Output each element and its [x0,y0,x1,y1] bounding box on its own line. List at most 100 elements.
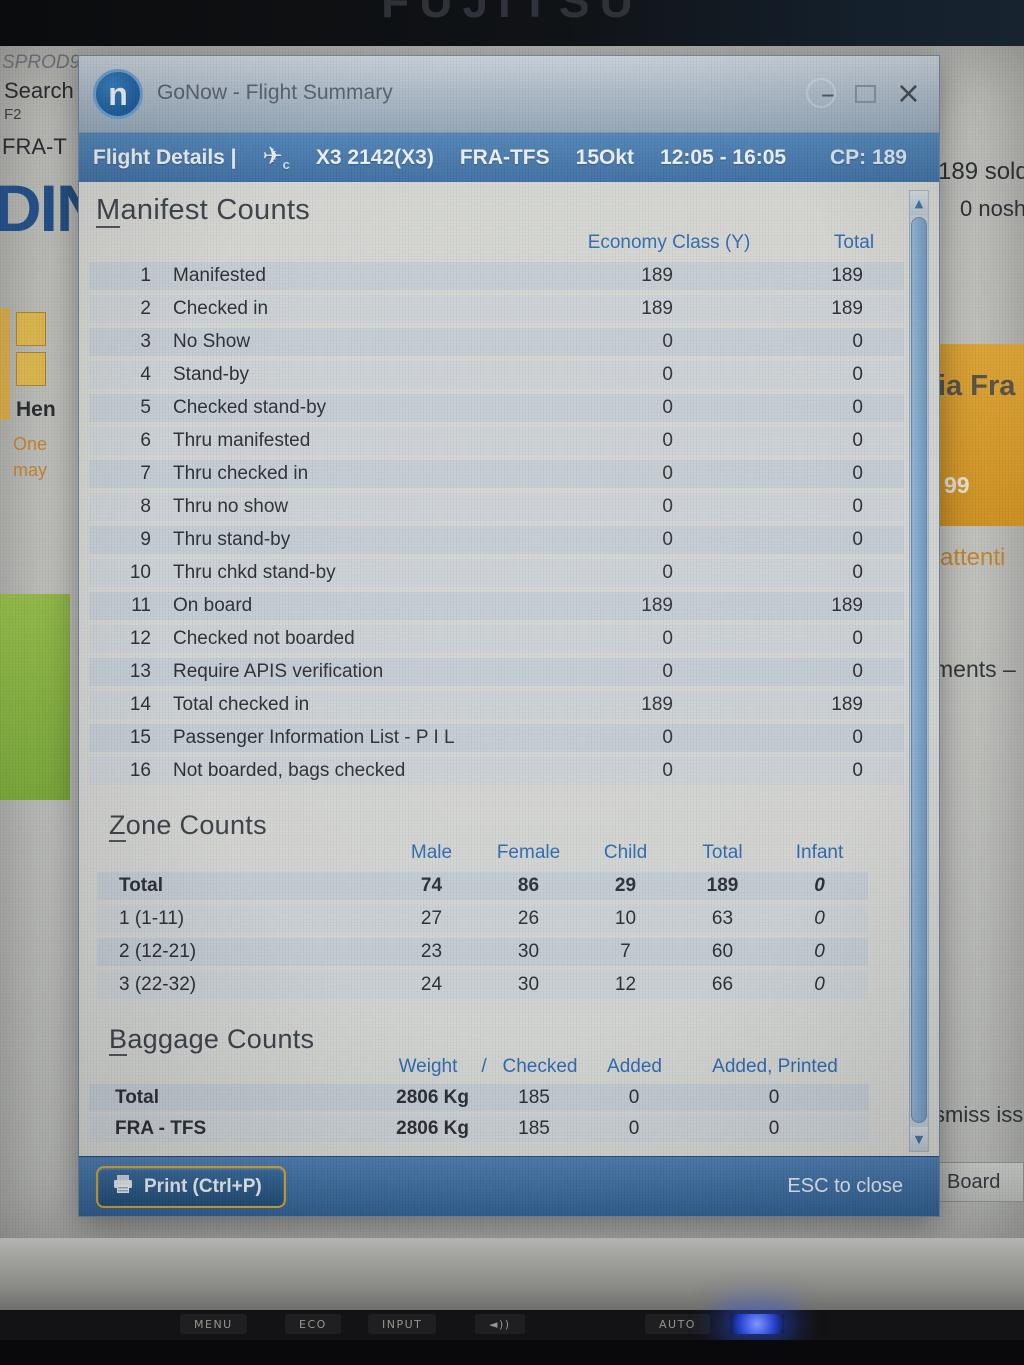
row-economy-value: 0 [662,331,673,352]
row-label: No Show [173,331,251,352]
row-total-value: 0 [852,562,863,583]
row-number: 7 [140,463,151,484]
manifest-row: 12 Checked not boarded 0 0 [89,625,904,653]
zone-child-value: 7 [620,941,631,962]
scroll-thumb[interactable] [911,217,927,1123]
baggage-column-headers: Weight / Checked Added Added, Printed [89,1056,870,1078]
row-label: Thru no show [173,496,289,517]
zone-infant-value: 0 [814,908,825,929]
baggage-added-printed-value: 0 [768,1087,780,1108]
zone-infant-value: 0 [814,875,825,896]
row-economy-value: 0 [662,364,673,385]
row-total-value: 189 [831,595,863,616]
monitor-input-button: INPUT [368,1314,437,1334]
bg-yellow-square [16,312,46,346]
baggage-added-printed-value: 0 [768,1118,780,1139]
zone-row: 2 (12-21) 23 30 7 60 0 [97,938,868,966]
male-column-header: Male [410,842,453,863]
desk-surface [0,1340,1024,1365]
minimize-icon[interactable]: – [820,77,835,110]
row-spacer [871,625,904,653]
flight-details-header: Flight Details | ✈c X3 2142(X3) FRA-TFS … [79,132,939,182]
row-label: Total checked in [173,694,310,715]
row-spacer [871,262,904,290]
row-spacer [871,592,904,620]
print-button[interactable]: Print (Ctrl+P) [96,1165,286,1208]
row-number: 15 [129,727,151,748]
manifest-row: 3 No Show 0 0 [89,328,904,356]
row-label: Require APIS verification [173,661,384,682]
total-column-header: Total [702,842,743,863]
bg-board-button[interactable]: Board [936,1162,1024,1202]
row-total-value: 0 [852,628,863,649]
manifest-row: 1 Manifested 189 189 [89,262,904,290]
baggage-checked-value: 185 [518,1087,550,1108]
row-number: 16 [129,760,151,781]
zone-female-value: 26 [517,908,540,929]
baggage-row: Total 2806 Kg 185 0 0 [89,1084,869,1111]
bg-text-fragment: One [13,434,48,454]
zone-child-value: 10 [614,908,637,929]
row-economy-value: 0 [662,397,673,418]
row-spacer [871,427,904,455]
row-spacer [871,559,904,587]
zone-female-value: 30 [517,941,540,962]
zone-total-value: 189 [706,875,739,896]
bg-text-fragment: may [13,460,48,480]
close-icon[interactable]: × [895,76,921,111]
manifest-row: 2 Checked in 189 189 [89,295,904,323]
zone-infant-value: 0 [814,974,825,995]
flight-number: X3 2142(X3) [315,145,434,169]
row-economy-value: 189 [641,265,673,286]
row-label: Passenger Information List - P I L [173,727,455,748]
maximize-icon[interactable] [854,85,876,103]
monitor-button-strip: MENU ECO INPUT ◄)) AUTO [0,1310,1024,1340]
row-total-value: 0 [852,661,863,682]
manifest-counts-title: Manifest Counts [96,194,311,228]
manifest-row: 5 Checked stand-by 0 0 [89,394,904,422]
zone-total-value: 60 [711,941,734,962]
row-label: Checked stand-by [173,397,327,418]
window-controls: – × [821,56,921,132]
zone-row-label: 2 (12-21) [119,941,197,962]
manifest-row: 14 Total checked in 189 189 [89,691,904,719]
monitor-menu-button: MENU [180,1314,247,1334]
manifest-row: 4 Stand-by 0 0 [89,361,904,389]
row-label: Stand-by [173,364,250,385]
bg-text-fragment: ments – [934,656,1016,682]
zone-child-value: 29 [614,875,637,896]
row-label: Thru checked in [173,463,309,484]
row-number: 12 [129,628,151,649]
scroll-down-icon[interactable]: ▼ [910,1127,928,1151]
zone-row: 3 (22-32) 24 30 12 66 0 [97,971,868,999]
zone-table: Total 74 86 29 189 0 1 (1-11) 27 26 10 6… [97,872,868,1004]
flight-route: FRA-TFS [459,145,550,169]
window-footer: Print (Ctrl+P) ESC to close [79,1156,939,1216]
economy-class-column-header: Economy Class (Y) [587,232,751,253]
row-label: Thru stand-by [173,529,291,550]
zone-row: 1 (1-11) 27 26 10 63 0 [97,905,868,933]
manifest-row: 16 Not boarded, bags checked 0 0 [89,757,904,785]
row-number: 3 [140,331,151,352]
speaker-icon: ◄)) [475,1314,525,1334]
scroll-up-icon[interactable]: ▲ [910,191,928,215]
bg-sold-count: 189 sold [938,158,1024,185]
window-titlebar[interactable]: n GoNow - Flight Summary – × [79,56,939,133]
manifest-row: 7 Thru checked in 0 0 [89,460,904,488]
bg-search-button[interactable]: Search [4,78,74,103]
zone-female-value: 30 [517,974,540,995]
added-column-header: Added [607,1056,662,1077]
row-label: Thru chkd stand-by [173,562,336,583]
row-spacer [871,328,904,356]
manifest-row: 13 Require APIS verification 0 0 [89,658,904,686]
row-economy-value: 0 [662,727,673,748]
row-spacer [871,493,904,521]
row-total-value: 0 [852,760,863,781]
monitor-bottom-bezel [0,1238,1024,1310]
monitor-screen: SPROD9 Search F2 FRA-T DIN Hen One may 1… [0,46,1024,1238]
monitor-eco-button: ECO [285,1314,341,1334]
scrollbar[interactable]: ▲ ▼ [909,190,929,1152]
bg-yellow-bar [0,308,10,420]
row-number: 1 [140,265,151,286]
row-number: 10 [129,562,151,583]
